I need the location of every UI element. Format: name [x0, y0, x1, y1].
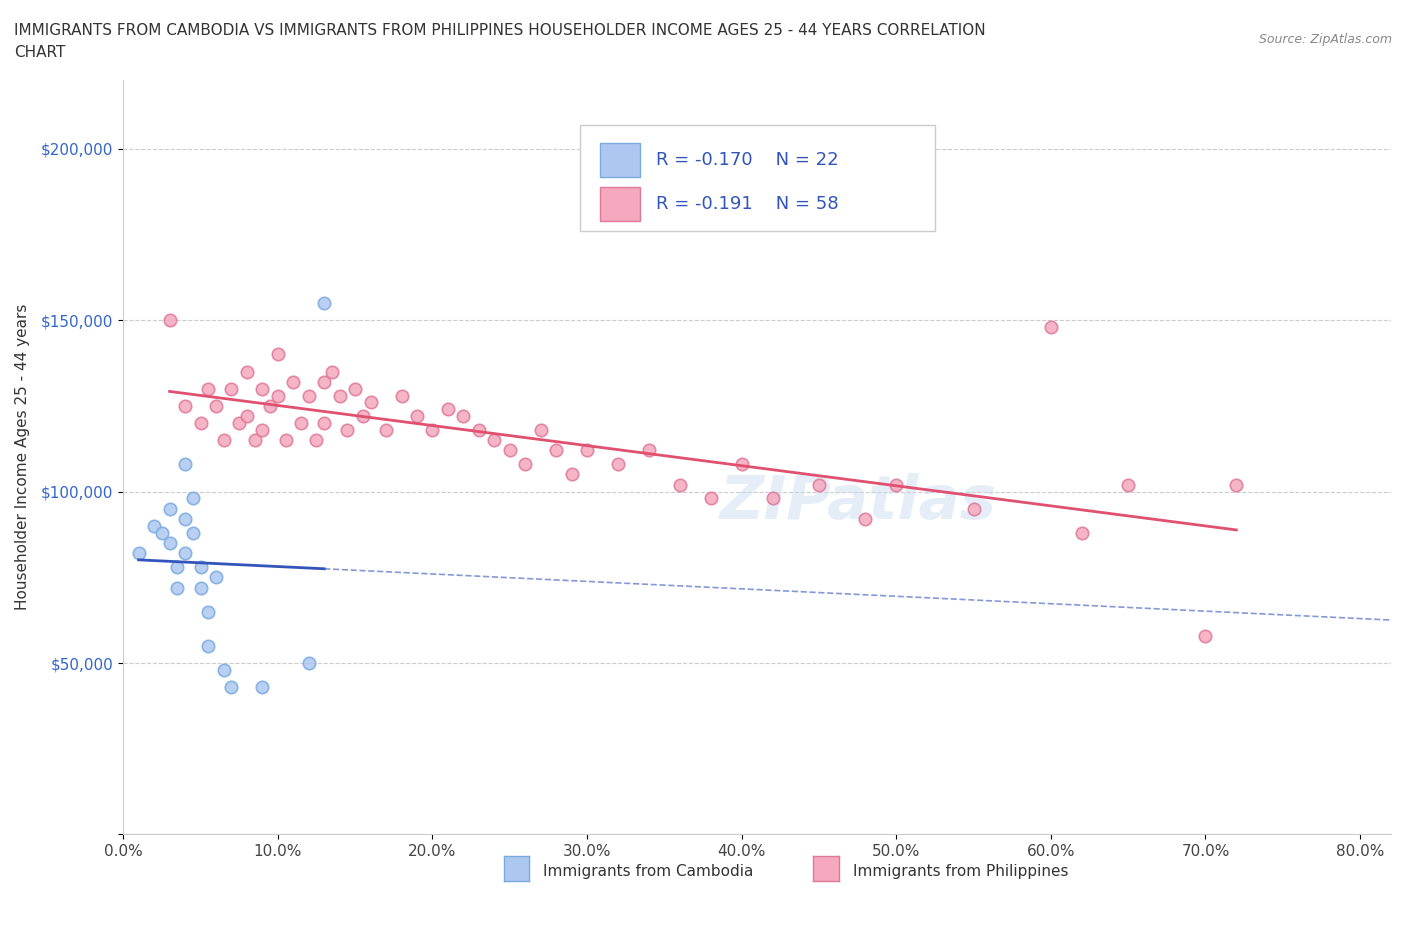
Point [221, 680, 243, 695]
Point [391, 388, 413, 403]
Point [468, 422, 491, 437]
Point [853, 512, 876, 526]
Point [159, 536, 181, 551]
Point [236, 365, 259, 379]
Point [197, 381, 219, 396]
FancyBboxPatch shape [600, 187, 641, 221]
Point [259, 398, 281, 413]
Point [453, 408, 475, 423]
Text: IMMIGRANTS FROM CAMBODIA VS IMMIGRANTS FROM PHILIPPINES HOUSEHOLDER INCOME AGES : IMMIGRANTS FROM CAMBODIA VS IMMIGRANTS F… [14, 23, 986, 38]
Point [174, 457, 197, 472]
Point [159, 501, 181, 516]
Point [221, 381, 243, 396]
Point [1039, 320, 1062, 335]
Point [252, 422, 274, 437]
Point [329, 388, 352, 403]
Point [305, 432, 328, 447]
Point [181, 525, 204, 540]
Point [607, 457, 630, 472]
Point [699, 491, 721, 506]
Point [190, 416, 212, 431]
Point [314, 416, 336, 431]
Point [267, 388, 290, 403]
Point [212, 662, 235, 677]
Point [174, 512, 197, 526]
Point [190, 580, 212, 595]
Point [422, 422, 444, 437]
Point [298, 388, 321, 403]
Point [437, 402, 460, 417]
Point [274, 432, 297, 447]
Point [290, 416, 312, 431]
Point [174, 546, 197, 561]
Point [205, 570, 228, 585]
Point [267, 347, 290, 362]
Point [884, 477, 907, 492]
Point [515, 457, 537, 472]
FancyBboxPatch shape [579, 126, 935, 231]
Point [174, 398, 197, 413]
Point [252, 381, 274, 396]
Point [352, 408, 374, 423]
FancyBboxPatch shape [600, 142, 641, 177]
Point [807, 477, 830, 492]
Text: CHART: CHART [14, 45, 66, 60]
Point [236, 408, 259, 423]
Point [252, 680, 274, 695]
Text: R = -0.191    N = 58: R = -0.191 N = 58 [655, 195, 838, 213]
Point [561, 467, 583, 482]
Point [360, 395, 382, 410]
Text: Immigrants from Philippines: Immigrants from Philippines [852, 864, 1069, 879]
Point [243, 432, 266, 447]
Point [150, 525, 173, 540]
Text: Source: ZipAtlas.com: Source: ZipAtlas.com [1258, 33, 1392, 46]
Point [406, 408, 429, 423]
Point [181, 491, 204, 506]
Point [576, 443, 599, 458]
Point [128, 546, 150, 561]
Point [159, 312, 181, 327]
Text: R = -0.170    N = 22: R = -0.170 N = 22 [655, 151, 838, 168]
Point [344, 381, 367, 396]
Point [761, 491, 783, 506]
Point [212, 432, 235, 447]
Point [205, 398, 228, 413]
Point [546, 443, 568, 458]
Point [190, 560, 212, 575]
Point [314, 296, 336, 311]
Point [962, 501, 984, 516]
Point [321, 365, 343, 379]
Point [197, 604, 219, 619]
Point [143, 518, 166, 533]
Point [166, 580, 188, 595]
Point [530, 422, 553, 437]
Point [283, 375, 305, 390]
Point [375, 422, 398, 437]
Y-axis label: Householder Income Ages 25 - 44 years: Householder Income Ages 25 - 44 years [15, 304, 30, 610]
Text: ZIPatlas: ZIPatlas [720, 473, 997, 532]
Point [668, 477, 690, 492]
Point [499, 443, 522, 458]
Point [314, 375, 336, 390]
Point [197, 638, 219, 653]
Point [1225, 477, 1247, 492]
Point [484, 432, 506, 447]
Point [1070, 525, 1092, 540]
Point [166, 560, 188, 575]
Point [1116, 477, 1139, 492]
Point [228, 416, 250, 431]
Text: Immigrants from Cambodia: Immigrants from Cambodia [543, 864, 754, 879]
Point [336, 422, 359, 437]
Point [730, 457, 752, 472]
Point [638, 443, 661, 458]
Point [1194, 628, 1216, 643]
Point [298, 656, 321, 671]
